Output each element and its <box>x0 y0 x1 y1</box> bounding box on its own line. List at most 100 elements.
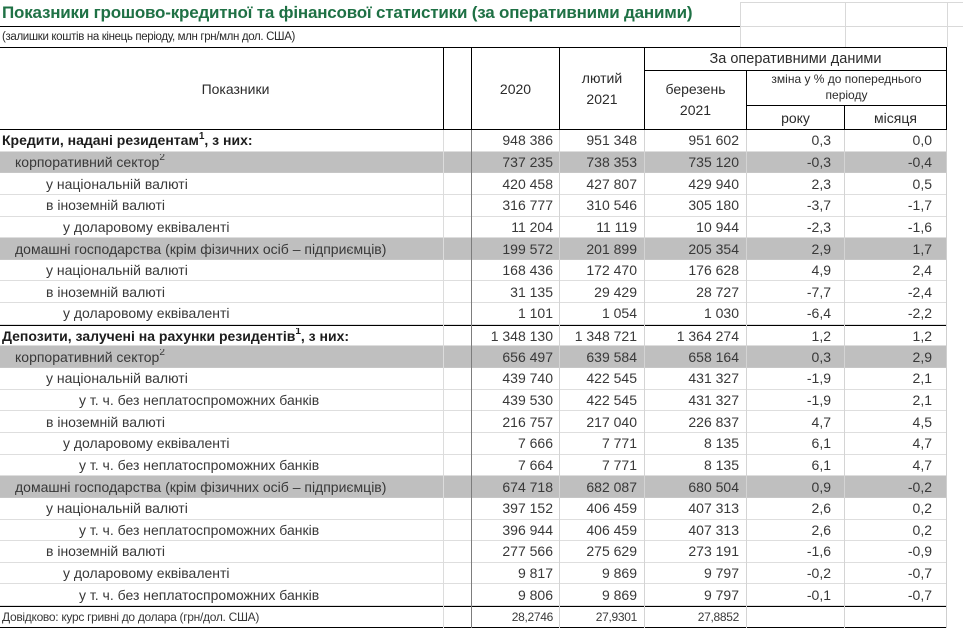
row-label: корпоративний сектор2 <box>15 153 165 170</box>
table-row: в іноземній валюті 31 135 29 429 28 727 -7,7… <box>0 281 947 304</box>
header-change-year: року <box>747 106 845 130</box>
row-label: у т. ч. без неплатоспроможних банків <box>79 392 320 408</box>
cell-mar-2021: 273 191 <box>688 543 739 560</box>
cell-mar-2021: 8 135 <box>703 435 739 452</box>
cell-2020: 420 458 <box>502 175 553 192</box>
cell-change-month: 2,1 <box>912 392 932 408</box>
row-label: у доларовому еквіваленті <box>63 565 230 582</box>
cell-feb-2021: 422 545 <box>586 370 637 387</box>
table-row: у доларовому еквіваленті 9 817 9 869 9 797 -… <box>0 563 947 585</box>
row-label: корпоративний сектор2 <box>15 348 165 365</box>
gridline <box>845 2 846 47</box>
cell-mar-2021: 407 313 <box>688 500 739 517</box>
row-label: у т. ч. без неплатоспроможних банків <box>79 586 320 603</box>
row-label: у національній валюті <box>46 500 188 517</box>
table-row: домашні господарства (крім фізичних осіб… <box>0 476 947 498</box>
title-underline <box>0 26 740 27</box>
table-row: у т. ч. без неплатоспроможних банків 439 … <box>0 390 947 412</box>
table-row: у національній валюті 420 458 427 807 429 9… <box>0 173 947 195</box>
row-label: в іноземній валюті <box>46 543 165 560</box>
cell-2020: 277 566 <box>502 543 553 560</box>
cell-mar-2021: 431 327 <box>688 370 739 387</box>
row-label: Депозити, залучені на рахунки резидентів… <box>2 327 350 344</box>
row-label: у т. ч. без неплатоспроможних банків <box>79 521 320 538</box>
page-subtitle: (залишки коштів на кінець періоду, млн г… <box>2 31 296 43</box>
table-row: у т. ч. без неплатоспроможних банків 396 … <box>0 520 947 542</box>
cell-change-year: 2,6 <box>811 500 831 517</box>
cell-mar-2021: 658 164 <box>688 348 739 365</box>
cell-change-year: -1,9 <box>806 392 831 408</box>
row-label: у т. ч. без неплатоспроможних банків <box>79 456 320 473</box>
cell-change-month: 1,2 <box>912 327 932 344</box>
header-2020: 2020 <box>472 48 560 130</box>
cell-change-month: 1,7 <box>912 240 932 257</box>
table-top-border <box>0 47 947 48</box>
cell-feb-2021: 951 348 <box>586 132 637 149</box>
cell-change-year: 0,9 <box>811 478 831 495</box>
cell-change-month: 0,5 <box>912 175 932 192</box>
row-label: в іноземній валюті <box>46 413 165 430</box>
row-label: у доларовому еквіваленті <box>63 305 230 322</box>
cell-feb-2021: 201 899 <box>586 240 637 257</box>
cell-feb-2021: 172 470 <box>586 262 637 279</box>
cell-change-month: 4,7 <box>912 435 932 452</box>
cell-change-month: 0,2 <box>912 521 932 538</box>
header-feb-2021: лютий 2021 <box>560 48 645 130</box>
row-label: домашні господарства (крім фізичних осіб… <box>15 240 387 257</box>
cell-mar-2021: 305 180 <box>688 197 739 214</box>
table-row: у національній валюті 439 740 422 545 431 3… <box>0 368 947 390</box>
header-inner-border <box>443 48 444 130</box>
table-row: корпоративний сектор2 737 235 738 353 735 1… <box>0 151 947 174</box>
cell-change-month: -2,4 <box>907 283 932 300</box>
cell-feb-2021: 682 087 <box>586 478 637 495</box>
cell-mar-2021: 1 030 <box>703 305 739 322</box>
cell-change-year: -1,9 <box>806 370 831 387</box>
table-body: Кредити, надані резидентам1, з них: 948 3… <box>0 130 947 628</box>
cell-2020: 216 757 <box>502 413 553 430</box>
cell-feb-2021: 310 546 <box>586 197 637 214</box>
cell-mar-2021: 8 135 <box>703 456 739 473</box>
table-row: у доларовому еквіваленті 1 101 1 054 1 030 -… <box>0 303 947 325</box>
cell-change-month: 2,9 <box>912 348 932 365</box>
gridline <box>740 26 963 27</box>
header-indicators: Показники <box>0 48 472 130</box>
cell-change-year: 2,6 <box>811 521 831 538</box>
cell-change-year: -0,3 <box>806 153 831 170</box>
footnote-marker: 1 <box>198 132 205 142</box>
cell-mar-2021: 680 504 <box>688 478 739 495</box>
cell-change-year: 2,3 <box>811 175 831 192</box>
table-row: у національній валюті 397 152 406 459 407 3… <box>0 498 947 520</box>
cell-feb-2021: 275 629 <box>586 543 637 560</box>
table-row: у доларовому еквіваленті 11 204 11 119 10 9… <box>0 217 947 239</box>
cell-change-month: 2,4 <box>912 262 932 279</box>
cell-change-year: 4,7 <box>811 413 831 430</box>
cell-change-month: -0,7 <box>907 565 932 582</box>
cell-feb-2021: 406 459 <box>586 500 637 517</box>
table-row: у національній валюті 168 436 172 470 176 6… <box>0 260 947 282</box>
cell-feb-2021: 639 584 <box>586 348 637 365</box>
row-label: у доларовому еквіваленті <box>63 435 230 452</box>
cell-feb-2021: 27,9301 <box>595 609 638 624</box>
cell-2020: 31 135 <box>510 283 553 300</box>
cell-2020: 28,2746 <box>511 609 554 624</box>
cell-feb-2021: 29 429 <box>594 283 637 300</box>
cell-mar-2021: 951 602 <box>688 132 739 149</box>
header-change-month: місяця <box>845 106 947 130</box>
cell-change-year: -6,4 <box>806 305 831 322</box>
cell-change-year: -1,6 <box>806 543 831 560</box>
cell-2020: 674 718 <box>502 478 553 495</box>
footnote-marker: 1 <box>295 327 301 337</box>
cell-feb-2021: 7 771 <box>601 456 637 473</box>
table-row: в іноземній валюті 277 566 275 629 273 191 -… <box>0 541 947 563</box>
cell-2020: 1 348 130 <box>490 327 553 344</box>
header-change-percent: зміна у % до попереднього періоду <box>747 71 947 106</box>
cell-2020: 7 666 <box>517 435 553 452</box>
page-title: Показники грошово-кредитної та фінансово… <box>2 3 693 22</box>
cell-2020: 439 740 <box>502 370 553 387</box>
cell-change-month: -0,2 <box>907 478 932 495</box>
cell-change-month: -0,9 <box>907 543 932 560</box>
cell-mar-2021: 431 327 <box>688 392 739 408</box>
row-label: домашні господарства (крім фізичних осіб… <box>15 478 387 495</box>
cell-change-month: -0,7 <box>907 586 932 603</box>
